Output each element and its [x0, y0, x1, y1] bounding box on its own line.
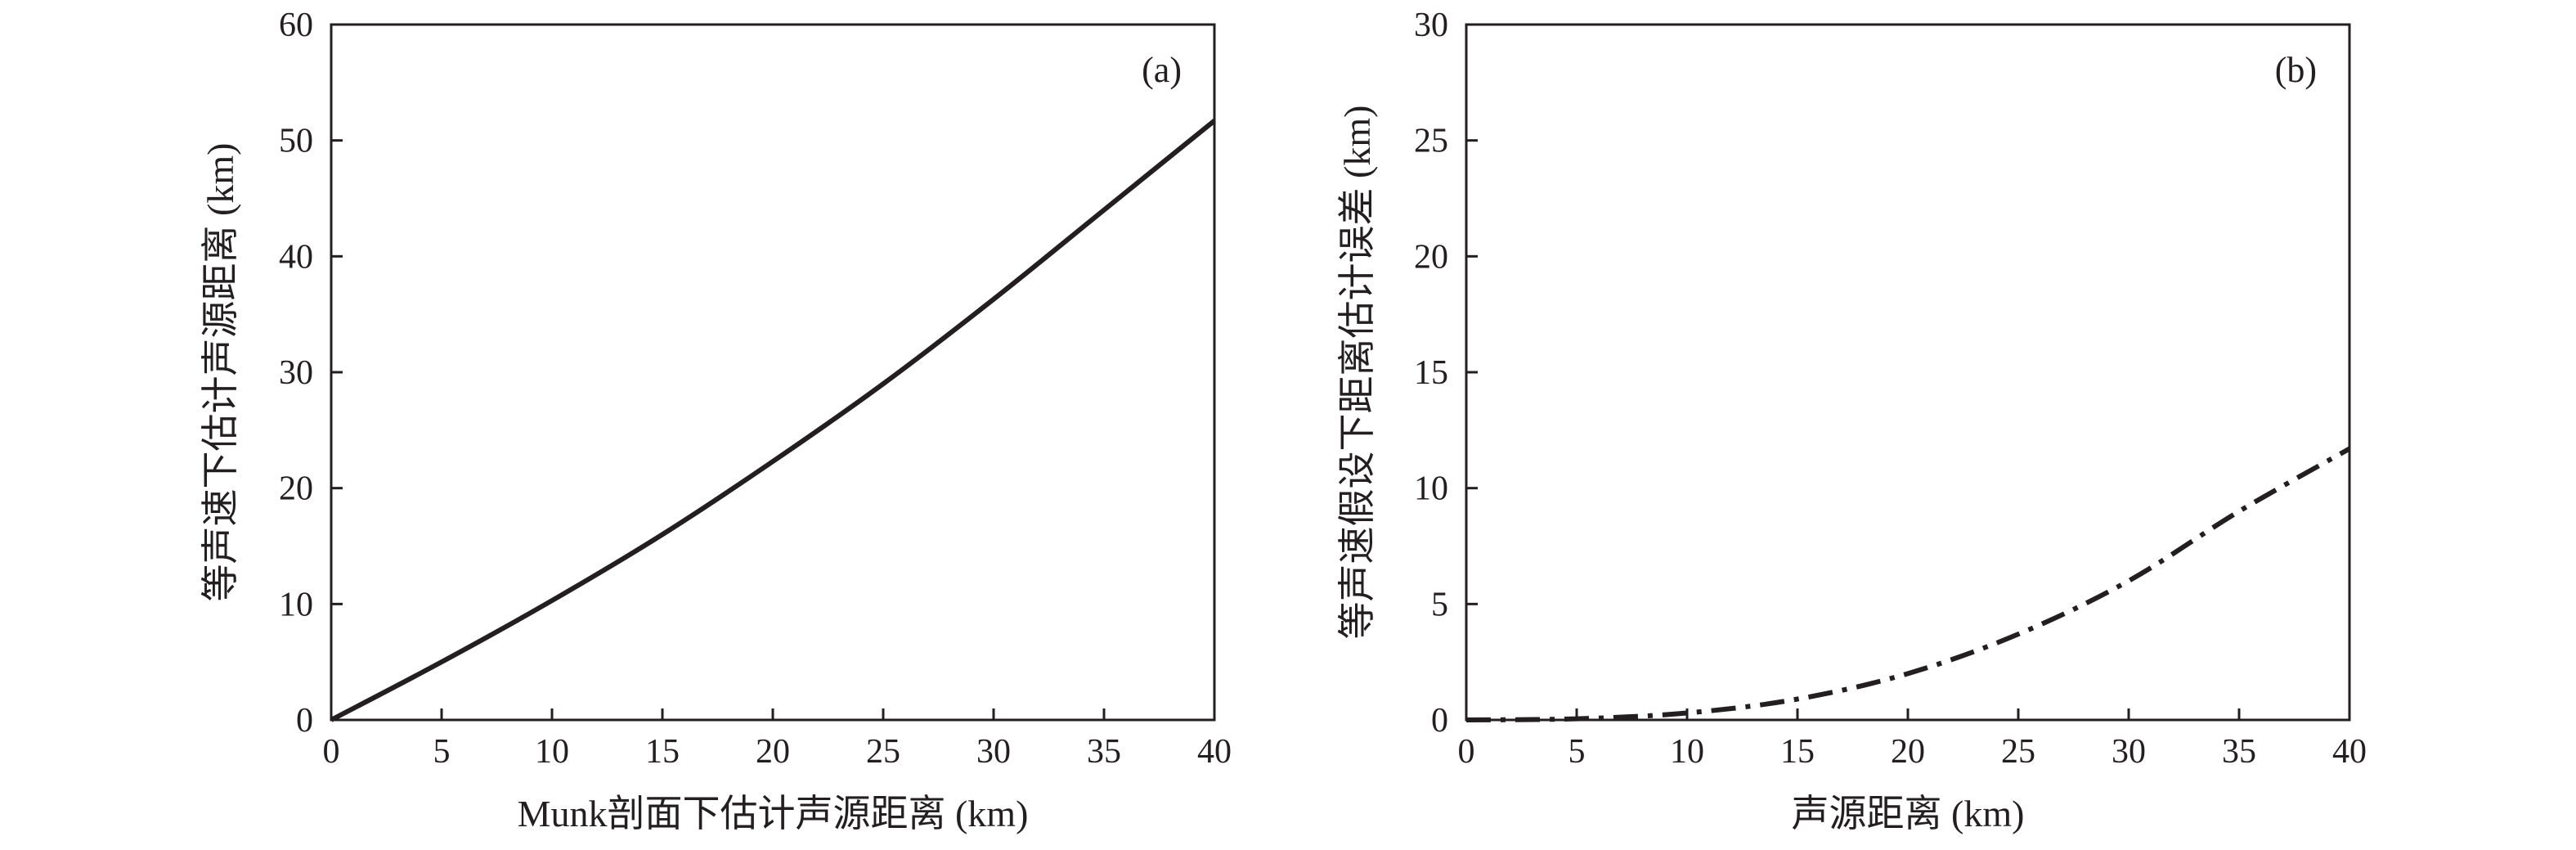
panel-a-x-tick-label: 15	[645, 733, 680, 771]
panel-b-plot-frame	[1465, 23, 2351, 722]
panel-b-x-tick-label: 40	[2332, 733, 2367, 771]
panel-a-y-axis-label: 等声速下估计声源距离 (km)	[200, 143, 241, 602]
panel-b-x-tick-label: 20	[1891, 733, 1925, 771]
panel-a-x-tick-label: 5	[433, 733, 451, 771]
panel-b-x-tick-label: 25	[2001, 733, 2035, 771]
panel-a-plot-frame	[330, 23, 1216, 722]
panel-a-data-line	[330, 119, 1216, 722]
panel-b-data-line	[1465, 446, 2351, 722]
panel-b-chart: 0 5 10 15 20 25 30 35 40 0 5 10 15 20 25 30 声源距离 (km) 等声速…	[1336, 7, 2367, 834]
panel-a-x-tick-label: 10	[535, 733, 569, 771]
panel-b-panel-tag: (b)	[2275, 50, 2317, 90]
panel-b-x-tick-label: 35	[2222, 733, 2256, 771]
panel-a-panel-tag: (a)	[1142, 50, 1182, 90]
panel-b-y-tick-label: 20	[1414, 238, 1448, 276]
panel-a-y-tick-label: 50	[279, 123, 313, 160]
panel-b-x-tick-label: 0	[1458, 733, 1475, 771]
panel-b-x-axis-label: 声源距离 (km)	[1792, 793, 2025, 834]
panel-a-x-tick-label: 20	[756, 733, 790, 771]
panel-a-y-tick-label: 10	[279, 586, 313, 623]
panel-b-x-tick-label: 15	[1780, 733, 1815, 771]
panel-b-y-tick-label: 30	[1414, 7, 1448, 44]
panel-a-x-axis-label: Munk剖面下估计声源距离 (km)	[518, 793, 1029, 834]
panel-a-chart: 0 5 10 15 20 25 30 35 40 0 10 20 30 40 50 60 Munk剖面下估计声源…	[200, 7, 1232, 834]
panel-b-y-tick-label: 5	[1431, 586, 1448, 623]
panel-a-x-tick-label: 0	[323, 733, 340, 771]
panel-a-x-tick-label: 30	[976, 733, 1011, 771]
panel-b-x-tick-label: 5	[1568, 733, 1586, 771]
panel-a-x-tick-label: 40	[1197, 733, 1232, 771]
panel-a-y-tick-label: 60	[279, 7, 313, 44]
panel-b-x-tick-label: 30	[2112, 733, 2146, 771]
panel-b-y-tick-label: 25	[1414, 123, 1448, 160]
panel-a-y-tick-label: 20	[279, 470, 313, 508]
panel-a-y-tick-label: 40	[279, 238, 313, 276]
panel-a-y-tick-label: 30	[279, 354, 313, 392]
panel-b-x-tick-label: 10	[1670, 733, 1704, 771]
panel-a-x-tick-label: 25	[866, 733, 900, 771]
panel-b-y-tick-label: 15	[1414, 354, 1448, 392]
panel-a-x-tick-label: 35	[1087, 733, 1121, 771]
panel-a-y-tick-label: 0	[296, 702, 313, 740]
panel-b-y-axis-label: 等声速假设下距离估计误差 (km)	[1336, 106, 1378, 640]
panel-b-y-tick-label: 0	[1431, 702, 1448, 740]
panel-b-y-tick-label: 10	[1414, 470, 1448, 508]
